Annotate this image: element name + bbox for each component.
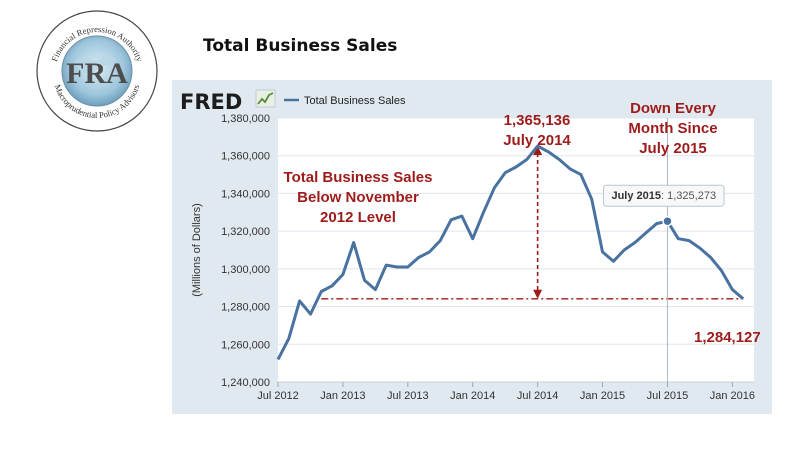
chart: Jul 2012 Jan 2013 Jul 2013 Jan 2014 Jul 2014… [180, 89, 761, 402]
arrow-up-icon [533, 146, 543, 156]
plot-area [278, 118, 754, 382]
y-tick-label: 1,300,000 [221, 264, 270, 276]
globe-icon [61, 35, 133, 107]
below-annotation-line3: 2012 Level [320, 209, 396, 226]
down-annotation-line2: Month Since [628, 120, 717, 137]
y-tick-label: 1,280,000 [221, 302, 270, 314]
tooltip: July 2015: 1,325,273 [602, 184, 725, 207]
x-tick-label: Jul 2013 [387, 390, 429, 402]
fra-logo: Financial Repression Authority Macroprud… [36, 10, 158, 132]
x-tick-label: Jan 2014 [450, 390, 495, 402]
x-tick-label: Jan 2015 [580, 390, 625, 402]
down-annotation-line3: July 2015 [639, 140, 707, 157]
y-tick-label: 1,340,000 [221, 188, 270, 200]
down-annotation-line1: Down Every [630, 100, 717, 117]
y-tick-label: 1,360,000 [221, 151, 270, 163]
x-tick-label: Jul 2014 [517, 390, 559, 402]
y-tick-label: 1,320,000 [221, 226, 270, 238]
legend-label: Total Business Sales [304, 95, 406, 107]
y-tick-label: 1,380,000 [221, 113, 270, 125]
arrow-down-icon [533, 289, 543, 299]
svg-text:July 2015: 1,325,273: July 2015: 1,325,273 [611, 190, 716, 202]
y-axis-label: (Millions of Dollars) [191, 203, 203, 297]
peak-value-annotation: 1,365,136 [504, 112, 571, 129]
below-annotation-line1: Total Business Sales [284, 169, 433, 186]
logo-monogram: FRA [66, 57, 128, 90]
tooltip-value: 1,325,273 [667, 190, 716, 202]
y-tick-label: 1,240,000 [221, 377, 270, 389]
fred-chart-panel: Jul 2012 Jan 2013 Jul 2013 Jan 2014 Jul 2014… [172, 80, 772, 414]
y-tick-label: 1,260,000 [221, 339, 270, 351]
trend-chart-icon [255, 89, 276, 108]
fred-brand: FRED [180, 90, 242, 114]
x-tick-label: Jan 2013 [320, 390, 365, 402]
tooltip-label: July 2015 [611, 190, 661, 202]
hover-point[interactable] [662, 215, 673, 227]
slide-title: Total Business Sales [203, 36, 398, 56]
peak-date-annotation: July 2014 [503, 132, 571, 149]
x-tick-label: Jul 2012 [257, 390, 299, 402]
y-axis: 1,240,000 1,260,000 1,280,000 1,300,000 1,32… [221, 113, 270, 389]
below-annotation-line2: Below November [297, 189, 419, 206]
x-axis: Jul 2012 Jan 2013 Jul 2013 Jan 2014 Jul 2014… [257, 381, 755, 402]
latest-value-annotation: 1,284,127 [694, 329, 761, 346]
x-tick-label: Jul 2015 [647, 390, 689, 402]
x-tick-label: Jan 2016 [710, 390, 755, 402]
